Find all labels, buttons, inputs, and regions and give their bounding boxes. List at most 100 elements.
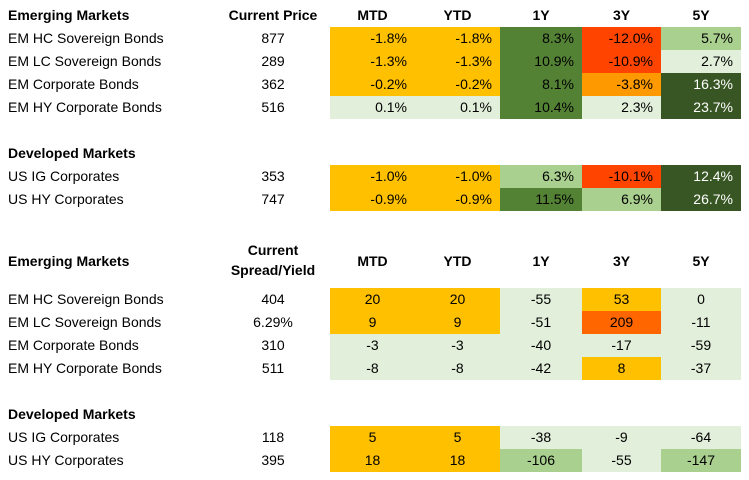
row-label: US HY Corporates bbox=[8, 191, 124, 207]
table-row: EM Corporate Bonds 310 -3 -3 -40 -17 -59 bbox=[0, 334, 749, 357]
current-price-header: Current Price bbox=[228, 7, 318, 23]
row-label: EM HY Corporate Bonds bbox=[8, 360, 162, 376]
dm-title-row: Developed Markets bbox=[0, 142, 749, 165]
section-title: Developed Markets bbox=[8, 406, 136, 422]
table-row: EM Corporate Bonds 362 -0.2% -0.2% 8.1% … bbox=[0, 73, 749, 96]
3y-cell: -55 bbox=[582, 449, 661, 472]
mtd-header: MTD bbox=[357, 253, 388, 269]
table-row: EM HY Corporate Bonds 511 -8 -8 -42 8 -3… bbox=[0, 357, 749, 380]
table-row: US HY Corporates 747 -0.9% -0.9% 11.5% 6… bbox=[0, 188, 749, 211]
row-label: US HY Corporates bbox=[8, 452, 124, 468]
5y-cell: -11 bbox=[661, 311, 741, 334]
5y-cell: -64 bbox=[661, 426, 741, 449]
1y-header: 1Y bbox=[532, 253, 550, 269]
1y-cell: -55 bbox=[500, 288, 582, 311]
row-label: EM LC Sovereign Bonds bbox=[8, 314, 162, 330]
row-label: EM LC Sovereign Bonds bbox=[8, 53, 162, 69]
1y-cell: -38 bbox=[500, 426, 582, 449]
section-title: Developed Markets bbox=[8, 145, 136, 161]
3y-cell: -3.8% bbox=[582, 73, 661, 96]
1y-cell: 10.9% bbox=[500, 50, 582, 73]
mtd-cell: -1.3% bbox=[330, 50, 415, 73]
row-label: EM HY Corporate Bonds bbox=[8, 99, 162, 115]
ytd-cell: -0.9% bbox=[415, 188, 500, 211]
table-row: US HY Corporates 395 18 18 -106 -55 -147 bbox=[0, 449, 749, 472]
ytd-cell: -0.2% bbox=[415, 73, 500, 96]
5y-cell: 5.7% bbox=[661, 27, 741, 50]
5y-cell: 2.7% bbox=[661, 50, 741, 73]
1y-header: 1Y bbox=[532, 7, 550, 23]
current-value: 395 bbox=[261, 452, 285, 468]
5y-header: 5Y bbox=[692, 253, 710, 269]
spread-header-row: Emerging Markets Current Spread/Yield MT… bbox=[0, 240, 749, 280]
3y-cell: -10.9% bbox=[582, 50, 661, 73]
1y-cell: 6.3% bbox=[500, 165, 582, 188]
current-value: 6.29% bbox=[253, 314, 293, 330]
current-value: 310 bbox=[261, 337, 285, 353]
ytd-cell: 18 bbox=[415, 449, 500, 472]
5y-cell: -147 bbox=[661, 449, 741, 472]
5y-cell: 12.4% bbox=[661, 165, 741, 188]
ytd-cell: 0.1% bbox=[415, 96, 500, 119]
mtd-cell: -1.8% bbox=[330, 27, 415, 50]
current-value: 289 bbox=[261, 53, 285, 69]
row-label: US IG Corporates bbox=[8, 168, 120, 184]
ytd-cell: 20 bbox=[415, 288, 500, 311]
5y-cell: 23.7% bbox=[661, 96, 741, 119]
mtd-cell: -0.9% bbox=[330, 188, 415, 211]
ytd-cell: -1.8% bbox=[415, 27, 500, 50]
3y-cell: 6.9% bbox=[582, 188, 661, 211]
row-label: EM Corporate Bonds bbox=[8, 76, 139, 92]
row-label: EM HC Sovereign Bonds bbox=[8, 291, 164, 307]
current-value: 353 bbox=[261, 168, 285, 184]
5y-header: 5Y bbox=[692, 7, 710, 23]
mtd-cell: -8 bbox=[330, 357, 415, 380]
dm-title-row: Developed Markets bbox=[0, 403, 749, 426]
ytd-cell: -3 bbox=[415, 334, 500, 357]
3y-cell: 8 bbox=[582, 357, 661, 380]
table-row: EM HC Sovereign Bonds 404 20 20 -55 53 0 bbox=[0, 288, 749, 311]
3y-cell: -10.1% bbox=[582, 165, 661, 188]
ytd-header: YTD bbox=[443, 7, 472, 23]
ytd-cell: -8 bbox=[415, 357, 500, 380]
mtd-cell: 0.1% bbox=[330, 96, 415, 119]
ytd-cell: 9 bbox=[415, 311, 500, 334]
1y-cell: 10.4% bbox=[500, 96, 582, 119]
row-label: US IG Corporates bbox=[8, 429, 120, 445]
5y-cell: 0 bbox=[661, 288, 741, 311]
5y-cell: 16.3% bbox=[661, 73, 741, 96]
mtd-cell: 18 bbox=[330, 449, 415, 472]
current-value: 362 bbox=[261, 76, 285, 92]
ytd-cell: -1.0% bbox=[415, 165, 500, 188]
current-value: 118 bbox=[261, 429, 285, 445]
mtd-cell: 9 bbox=[330, 311, 415, 334]
current-value: 877 bbox=[261, 30, 285, 46]
1y-cell: 8.1% bbox=[500, 73, 582, 96]
table-row: US IG Corporates 118 5 5 -38 -9 -64 bbox=[0, 426, 749, 449]
current-value: 511 bbox=[261, 360, 285, 376]
ytd-cell: 5 bbox=[415, 426, 500, 449]
3y-cell: -9 bbox=[582, 426, 661, 449]
3y-header: 3Y bbox=[612, 253, 631, 269]
3y-header: 3Y bbox=[612, 7, 631, 23]
3y-cell: -12.0% bbox=[582, 27, 661, 50]
mtd-cell: -3 bbox=[330, 334, 415, 357]
row-label: EM Corporate Bonds bbox=[8, 337, 139, 353]
mtd-cell: 20 bbox=[330, 288, 415, 311]
5y-cell: -37 bbox=[661, 357, 741, 380]
ytd-header: YTD bbox=[443, 253, 472, 269]
price-header-row: Emerging Markets Current Price MTD YTD 1… bbox=[0, 4, 749, 27]
1y-cell: -40 bbox=[500, 334, 582, 357]
1y-cell: -42 bbox=[500, 357, 582, 380]
table-row: EM HC Sovereign Bonds 877 -1.8% -1.8% 8.… bbox=[0, 27, 749, 50]
5y-cell: 26.7% bbox=[661, 188, 741, 211]
3y-cell: -17 bbox=[582, 334, 661, 357]
section-title: Emerging Markets bbox=[8, 253, 130, 269]
ytd-cell: -1.3% bbox=[415, 50, 500, 73]
1y-cell: 11.5% bbox=[500, 188, 582, 211]
current-spread-header: Current Spread/Yield bbox=[218, 240, 328, 280]
table-row: EM LC Sovereign Bonds 6.29% 9 9 -51 209 … bbox=[0, 311, 749, 334]
table-row: US IG Corporates 353 -1.0% -1.0% 6.3% -1… bbox=[0, 165, 749, 188]
table-row: EM LC Sovereign Bonds 289 -1.3% -1.3% 10… bbox=[0, 50, 749, 73]
1y-cell: 8.3% bbox=[500, 27, 582, 50]
